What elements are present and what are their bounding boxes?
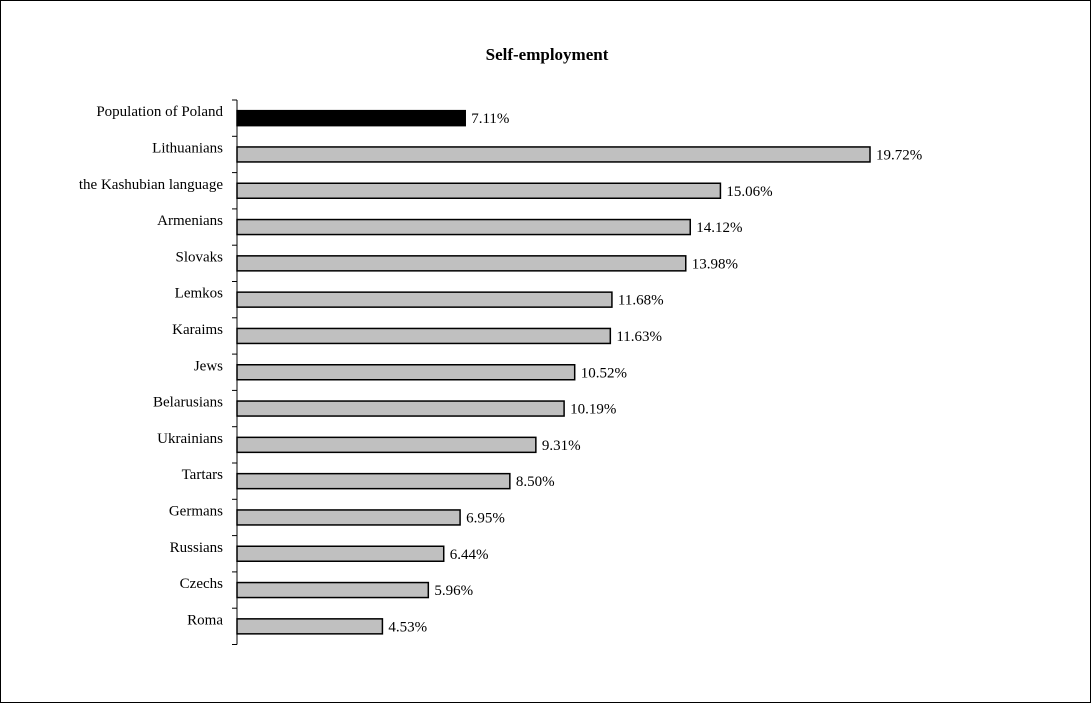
bar-4 (236, 255, 687, 272)
bar-2 (236, 182, 722, 199)
bar-11 (236, 509, 461, 526)
bar-8 (236, 400, 565, 417)
value-label: 9.31% (542, 438, 581, 454)
value-label: 5.96% (434, 583, 473, 599)
value-label: 11.68% (618, 293, 664, 309)
category-label: Population of Poland (96, 104, 223, 120)
category-label: Slovaks (175, 249, 223, 265)
category-label: Ukrainians (157, 431, 223, 447)
chart-title: Self-employment (485, 45, 609, 64)
category-label: the Kashubian language (79, 177, 223, 193)
category-label: Jews (194, 358, 223, 374)
bar-10 (236, 472, 511, 490)
category-label: Belarusians (153, 395, 223, 411)
category-label: Czechs (180, 576, 223, 592)
category-label: Russians (170, 540, 224, 556)
value-label: 15.06% (726, 184, 772, 200)
value-label: 8.50% (516, 474, 555, 490)
value-label: 13.98% (692, 256, 738, 272)
category-label: Lemkos (175, 286, 223, 302)
y-axis (232, 99, 238, 645)
bar-6 (236, 327, 612, 345)
value-label: 4.53% (388, 619, 427, 635)
value-label: 14.12% (696, 220, 742, 236)
bar-1 (236, 146, 871, 163)
bar-3 (236, 218, 692, 236)
bar-7 (236, 364, 576, 381)
value-label: 6.44% (450, 547, 489, 563)
value-label: 10.52% (581, 365, 627, 381)
value-label: 10.19% (570, 402, 616, 418)
bar-14 (236, 618, 384, 635)
category-label: Armenians (157, 213, 223, 229)
category-label: Lithuanians (152, 140, 223, 156)
bar-13 (236, 581, 430, 599)
bar-5 (236, 291, 613, 308)
category-label: Karaims (172, 322, 223, 338)
bar-0 (236, 109, 466, 127)
bar-12 (236, 545, 445, 562)
value-label: 7.11% (471, 111, 509, 127)
category-label: Tartars (182, 467, 224, 483)
value-label: 6.95% (466, 510, 505, 526)
value-label: 11.63% (616, 329, 662, 345)
bar-9 (236, 436, 537, 454)
value-label: 19.72% (876, 147, 922, 163)
category-label: Germans (169, 503, 223, 519)
category-label: Roma (187, 612, 223, 628)
bars-layer (236, 109, 871, 635)
labels-layer: Population of Poland 7.11% Lithuanians 19.7… (79, 104, 922, 635)
